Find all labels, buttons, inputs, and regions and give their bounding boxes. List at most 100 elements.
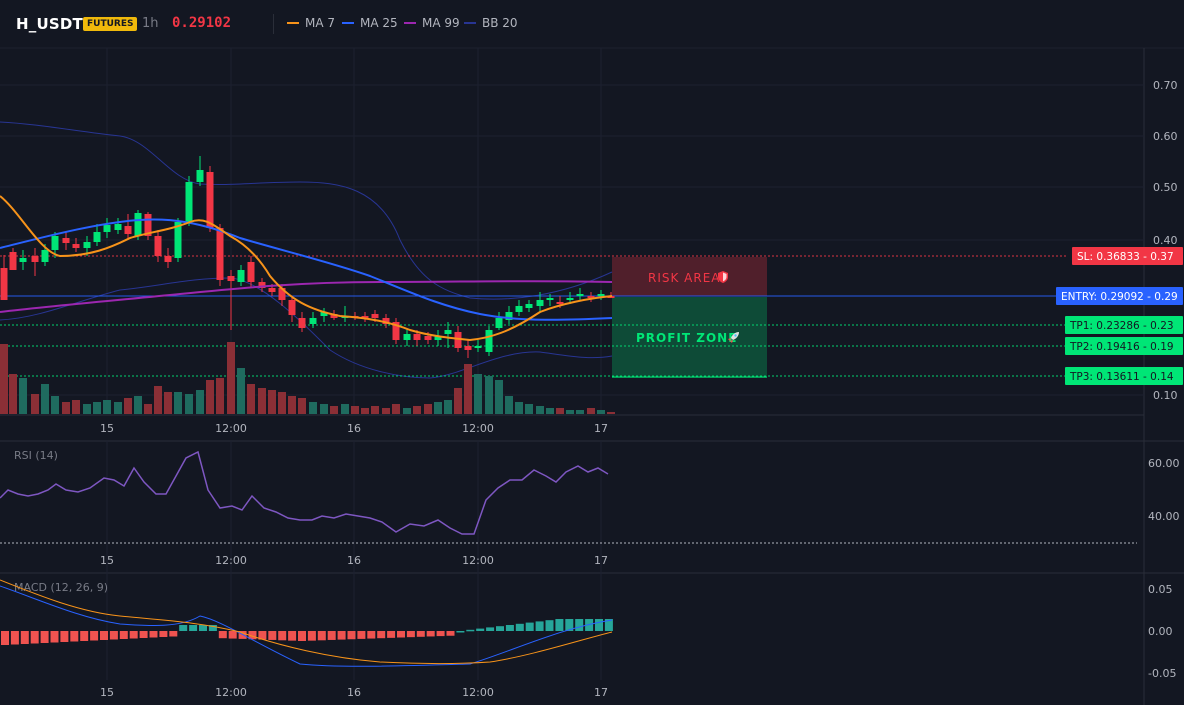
volume-bar-down — [556, 408, 564, 414]
macd-hist-up — [575, 619, 584, 631]
macd-hist-up — [208, 625, 217, 631]
price-tick-label: 0.50 — [1153, 181, 1178, 194]
candle-down — [62, 238, 70, 243]
time-tick-label: 12:00 — [462, 422, 494, 435]
rsi-tick-label: 60.00 — [1148, 457, 1180, 470]
volume-bar-down — [607, 412, 615, 414]
candle-down — [31, 256, 39, 262]
candle-up — [403, 334, 411, 340]
interval-label[interactable]: 1h — [142, 16, 159, 31]
header-divider — [273, 14, 274, 34]
volume-bar-down — [464, 364, 472, 414]
macd-hist-up — [525, 622, 534, 631]
candle-up — [174, 222, 182, 258]
profit-zone — [612, 297, 767, 378]
volume-bar-down — [31, 394, 39, 414]
signal-line — [0, 579, 613, 664]
candle-up — [83, 242, 91, 248]
macd-hist-up — [515, 623, 524, 631]
volume-bar-up — [576, 410, 584, 414]
macd-hist-down — [397, 631, 405, 638]
volume-bar-down — [62, 402, 70, 414]
candle-up — [41, 250, 49, 262]
macd-hist-up — [476, 628, 485, 631]
volume-bar-up — [444, 400, 452, 414]
volume-bar-down — [278, 392, 286, 414]
macd-hist-down — [1, 631, 9, 645]
macd-hist-up — [189, 625, 198, 631]
time-tick-label: 16 — [347, 686, 361, 699]
legend-ma25-label: MA 25 — [360, 16, 398, 30]
tp1-tag — [1065, 316, 1183, 334]
candle-up — [505, 312, 513, 320]
sl-tag — [1072, 247, 1183, 265]
volume-bar-up — [93, 402, 101, 414]
candle-up — [103, 225, 111, 232]
macd-hist-up — [545, 620, 554, 631]
volume-bar-down — [227, 342, 235, 414]
volume-bar-up — [114, 402, 122, 414]
candle-down — [413, 334, 421, 340]
candle-down — [227, 276, 235, 281]
ma7-swatch — [287, 22, 299, 24]
candle-up — [320, 312, 328, 316]
macd-hist-down — [119, 631, 128, 639]
volume-bar-up — [41, 384, 49, 414]
macd-hist-down — [90, 631, 99, 641]
candle-up — [134, 213, 142, 236]
candle-down — [268, 288, 276, 292]
candle-up — [185, 182, 193, 222]
volume-bar-down — [413, 406, 421, 414]
time-axes[interactable]: 15 12:00 16 12:00 17 15 12:00 16 12:00 17 15 12:00 1… — [100, 422, 608, 699]
volume-bar-down — [371, 406, 379, 414]
candle-down — [164, 256, 172, 262]
price-axis[interactable]: 0.70 0.60 0.50 0.40 0.10 — [1153, 79, 1178, 402]
candle-down — [298, 318, 306, 328]
candle-down — [330, 314, 338, 318]
tp2-tag — [1065, 337, 1183, 355]
legend-ma25[interactable]: MA 25 — [342, 16, 398, 30]
macd-hist-down — [129, 631, 138, 639]
macd-hist-down — [416, 631, 425, 637]
legend-ma99[interactable]: MA 99 — [404, 16, 460, 30]
legend-bb20[interactable]: BB 20 — [464, 16, 518, 30]
volume-bar-down — [9, 374, 17, 414]
candle-down — [587, 296, 595, 298]
volume-bar-up — [19, 378, 27, 414]
legend-ma7[interactable]: MA 7 — [287, 16, 335, 30]
risk-area-label: RISK AREA — [648, 271, 721, 285]
time-tick-label: 12:00 — [215, 686, 247, 699]
candle-down — [0, 268, 8, 300]
candle-up — [237, 270, 245, 282]
macd-hist-down — [30, 631, 39, 644]
candle-down — [278, 288, 286, 300]
candle-up — [114, 224, 122, 230]
macd-hist-down — [406, 631, 415, 638]
bb-upper — [0, 121, 613, 300]
time-tick-label: 12:00 — [215, 422, 247, 435]
macd-panel: 0.05 0.00 -0.05 — [0, 579, 1176, 680]
candle-down — [247, 262, 255, 282]
volume-bar-down — [124, 398, 132, 414]
volume-bar-down — [382, 408, 390, 414]
candle-up — [485, 330, 493, 352]
time-tick-label: 15 — [100, 686, 114, 699]
macd-hist-down — [288, 631, 297, 641]
macd-hist-up — [179, 625, 188, 631]
time-tick-label: 17 — [594, 422, 608, 435]
volume-bar-up — [320, 404, 328, 414]
volume-bar-up — [566, 410, 574, 414]
macd-hist-down — [60, 631, 69, 642]
volume-bar-up — [434, 402, 442, 414]
candle-down — [144, 214, 152, 236]
candle-down — [392, 322, 400, 340]
macd-hist-down — [109, 631, 118, 640]
bb20-swatch — [464, 22, 476, 24]
symbol-name[interactable]: H_USDT — [16, 15, 83, 33]
volume-bar-up — [196, 390, 204, 414]
time-tick-label: 15 — [100, 422, 114, 435]
time-tick-label: 12:00 — [215, 554, 247, 567]
time-tick-label: 12:00 — [462, 554, 494, 567]
volume-bar-up — [495, 380, 503, 414]
